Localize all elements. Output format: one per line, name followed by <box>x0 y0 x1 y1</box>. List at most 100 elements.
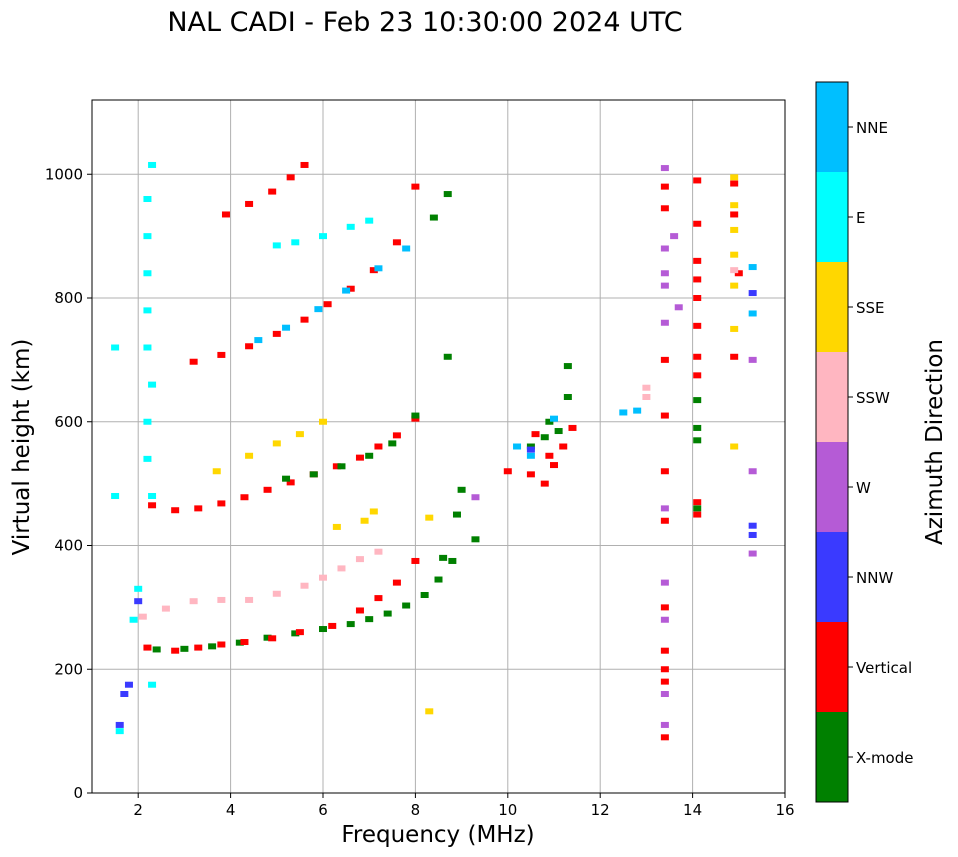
point-vertical-1-11 <box>411 557 420 564</box>
point-vertical-1-7 <box>328 622 337 629</box>
point-e-10-4 <box>365 217 374 224</box>
point-x-mode-11-4 <box>443 353 452 360</box>
point-ssw-2-4 <box>245 596 254 603</box>
point-vertical-6-2 <box>245 343 254 350</box>
point-w-15-5 <box>660 505 669 512</box>
colorbar-label-vertical: Vertical <box>856 659 912 677</box>
point-w-15-4 <box>660 319 669 326</box>
point-nnw-26-3 <box>134 598 143 605</box>
point-vertical-12-6 <box>531 431 540 438</box>
point-vertical-16-6 <box>660 604 669 611</box>
y-tick-label: 0 <box>73 784 83 802</box>
point-e-9-6 <box>148 381 157 388</box>
point-nne-14-0 <box>513 443 522 450</box>
point-vertical-12-1 <box>526 471 535 478</box>
point-vertical-8-0 <box>221 211 230 218</box>
point-vertical-17-5 <box>693 322 702 329</box>
y-axis-label: Virtual height (km) <box>9 339 35 556</box>
point-sse-19-0 <box>730 174 739 181</box>
point-w-24-1 <box>748 468 757 475</box>
data-marks <box>111 161 757 741</box>
point-vertical-16-0 <box>660 183 669 190</box>
point-vertical-12-3 <box>550 462 558 469</box>
point-sse-25-1 <box>360 517 369 524</box>
point-x-mode-13-1 <box>540 434 549 441</box>
point-x-mode-0-6 <box>319 626 327 633</box>
point-ssw-2-2 <box>189 598 198 605</box>
colorbar-label-nnw: NNW <box>856 569 893 587</box>
point-vertical-6-7 <box>369 267 378 274</box>
point-w-15-10 <box>670 233 679 240</box>
point-x-mode-13-5 <box>563 363 572 370</box>
point-vertical-17-7 <box>693 372 702 379</box>
colorbar-frame <box>815 81 849 803</box>
point-vertical-17-8 <box>693 499 702 506</box>
point-vertical-8-1 <box>245 200 254 207</box>
point-e-9-4 <box>143 307 152 314</box>
point-x-mode-18-2 <box>693 437 702 444</box>
point-w-15-7 <box>660 616 669 623</box>
point-nne-22-0 <box>748 264 757 271</box>
point-vertical-1-4 <box>240 639 249 646</box>
point-e-9-9 <box>148 493 157 499</box>
point-sse-25-0 <box>332 523 341 530</box>
point-w-24-3 <box>471 494 480 501</box>
point-nne-14-3 <box>619 409 628 416</box>
point-x-mode-0-1 <box>180 645 189 652</box>
point-vertical-3-10 <box>374 443 383 450</box>
point-sse-25-3 <box>425 514 434 521</box>
point-vertical-8-3 <box>286 174 295 181</box>
point-x-mode-0-9 <box>383 610 392 617</box>
point-ssw-2-3 <box>217 596 226 603</box>
colorbar-label-w: W <box>856 479 871 497</box>
point-x-mode-0-7 <box>346 621 355 628</box>
point-e-9-0 <box>148 161 157 168</box>
point-nne-14-1 <box>526 452 535 459</box>
point-x-mode-0-13 <box>448 557 457 564</box>
point-vertical-3-5 <box>263 486 272 493</box>
colorbar-segment-e <box>816 172 848 262</box>
point-vertical-6-9 <box>411 183 420 190</box>
point-vertical-12-5 <box>568 424 577 431</box>
point-vertical-16-4 <box>660 468 669 475</box>
point-w-15-3 <box>660 282 669 289</box>
x-tick-label: 12 <box>591 801 610 819</box>
point-nnw-23-2 <box>748 531 757 538</box>
colorbar-segment-nne <box>816 82 848 172</box>
point-nnw-23-1 <box>748 522 757 529</box>
point-x-mode-18-1 <box>693 424 702 431</box>
point-vertical-16-5 <box>660 517 669 524</box>
point-ssw-2-1 <box>161 605 170 612</box>
x-axis-ticks: 2 4 6 8 10 12 14 16 <box>133 793 795 819</box>
point-x-mode-11-2 <box>457 486 466 493</box>
point-x-mode-13-2 <box>554 428 563 435</box>
point-sse-19-3 <box>730 251 739 258</box>
point-e-27-0 <box>115 728 124 735</box>
colorbar-label-e: E <box>856 209 865 227</box>
x-tick-label: 16 <box>775 801 794 819</box>
point-sse-19-4 <box>730 282 739 289</box>
x-tick-label: 4 <box>226 801 236 819</box>
point-e-10-3 <box>346 223 355 230</box>
point-ssw-2-0 <box>138 613 147 620</box>
point-nne-7-2 <box>314 306 323 313</box>
point-nne-22-1 <box>748 310 757 317</box>
point-vertical-1-1 <box>171 647 180 654</box>
point-ssw-21-0 <box>730 267 739 274</box>
colorbar-segment-nnw <box>816 532 848 622</box>
point-x-mode-4-4 <box>388 440 397 447</box>
point-x-mode-0-5 <box>291 630 300 637</box>
colorbar: X-mode Vertical NNW W SSW SSE E NNE <box>815 81 913 803</box>
point-vertical-3-1 <box>171 507 180 514</box>
point-vertical-16-10 <box>660 734 669 741</box>
x-tick-label: 2 <box>133 801 143 819</box>
y-axis-ticks: 0 200 400 600 800 1000 <box>45 165 92 802</box>
point-x-mode-18-3 <box>693 505 702 512</box>
point-x-mode-11-5 <box>429 214 438 221</box>
point-vertical-17-3 <box>693 276 702 283</box>
point-e-27-2 <box>134 585 143 592</box>
point-vertical-1-9 <box>374 595 383 602</box>
point-vertical-1-3 <box>217 641 226 648</box>
point-w-15-8 <box>660 691 669 697</box>
point-vertical-3-3 <box>217 500 226 507</box>
